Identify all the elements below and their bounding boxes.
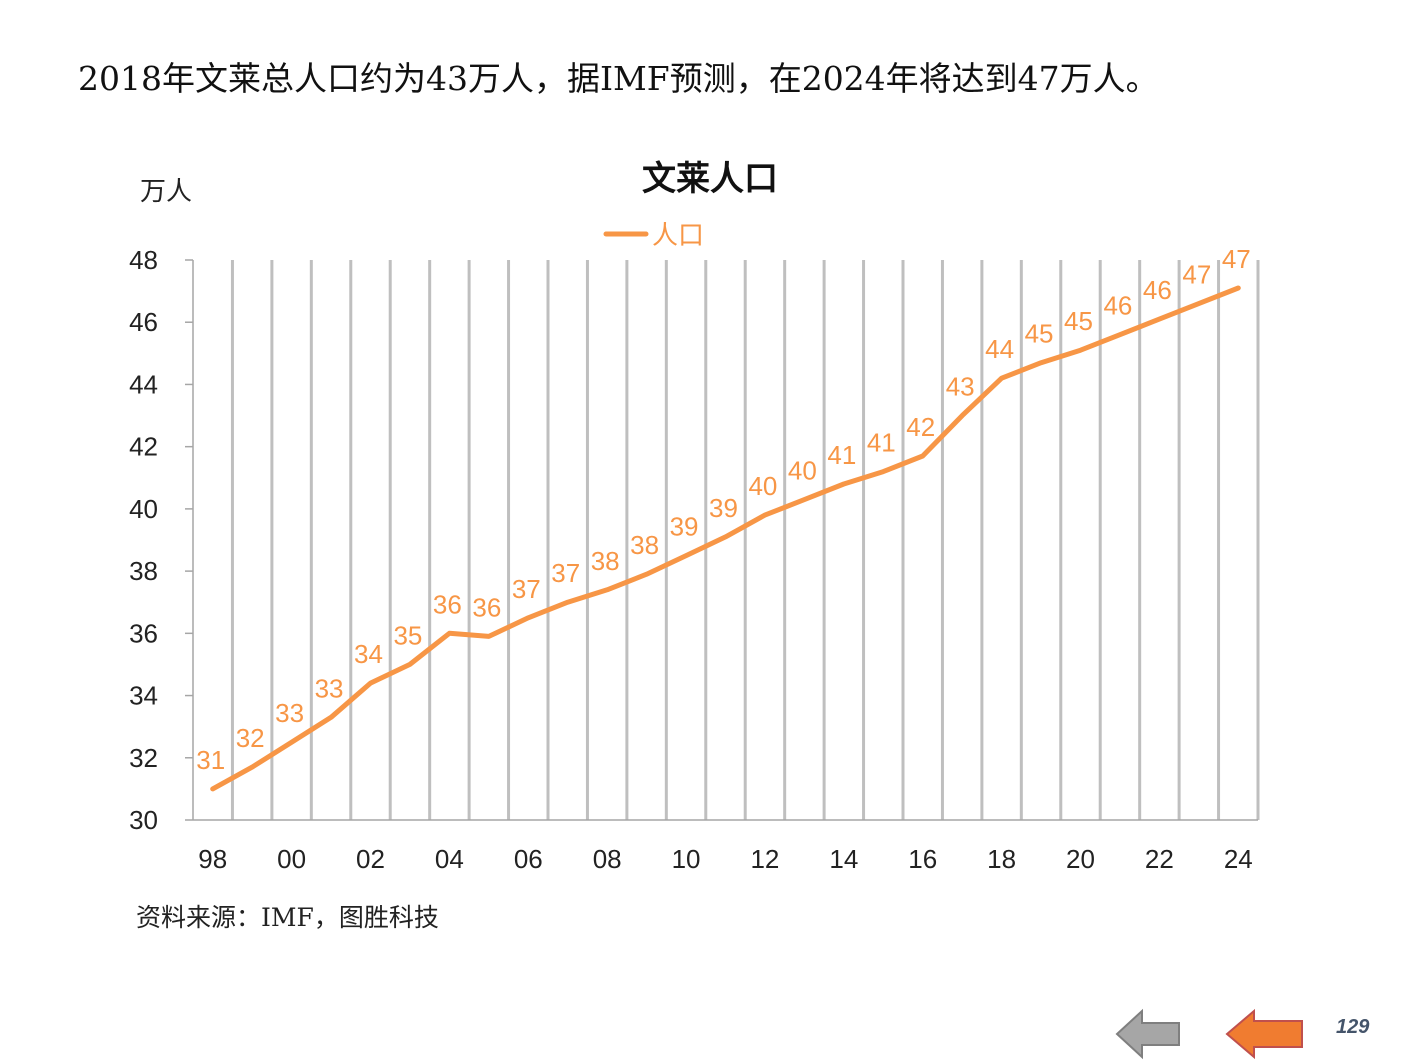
- x-tick-label: 04: [435, 844, 464, 874]
- page-number: 129: [1336, 1016, 1370, 1038]
- data-label: 35: [393, 620, 422, 650]
- data-label: 46: [1103, 291, 1132, 321]
- data-label: 40: [788, 456, 817, 486]
- data-label: 45: [1025, 319, 1054, 349]
- headline: 2018年文莱总人口约为43万人，据IMF预测，在2024年将达到47万人。: [78, 59, 1159, 98]
- chart-title: 文莱人口: [642, 159, 778, 199]
- data-label: 33: [315, 673, 344, 703]
- x-tick-label: 12: [750, 844, 779, 874]
- x-tick-label: 16: [908, 844, 937, 874]
- data-label: 37: [512, 574, 541, 604]
- data-label: 41: [827, 440, 856, 470]
- legend-label: 人口: [652, 221, 704, 251]
- x-tick-label: 06: [514, 844, 543, 874]
- data-label: 44: [985, 334, 1014, 364]
- y-tick-label: 34: [129, 681, 158, 711]
- series: [210, 285, 1241, 792]
- left-arrow-icon: [1115, 1008, 1180, 1060]
- y-tick-label: 32: [129, 743, 158, 773]
- y-tick-label: 38: [129, 556, 158, 586]
- x-tick-label: 18: [987, 844, 1016, 874]
- data-label: 43: [946, 372, 975, 402]
- data-label: 34: [354, 639, 383, 669]
- grid: [230, 260, 1260, 820]
- data-labels: 31 32 33 33 34 35 36 36 37 37 38 38 39 39 40 40 41 41 42 43…: [196, 244, 1250, 775]
- data-label: 39: [709, 493, 738, 523]
- population-chart: 文莱人口 万人 人口 30 32 34 36 38 40 42 44 46 48 98 00 02 04…: [129, 159, 1260, 874]
- data-label: 45: [1064, 306, 1093, 336]
- data-label: 40: [748, 471, 777, 501]
- source-note: 资料来源：IMF，图胜科技: [136, 903, 439, 932]
- data-label: 36: [433, 589, 462, 619]
- x-tick-label: 10: [672, 844, 701, 874]
- y-unit-label: 万人: [140, 177, 192, 207]
- y-tick-labels: 30 32 34 36 38 40 42 44 46 48: [129, 245, 158, 835]
- data-label: 37: [551, 558, 580, 588]
- data-label: 38: [630, 530, 659, 560]
- x-tick-label: 24: [1224, 844, 1253, 874]
- data-label: 33: [275, 698, 304, 728]
- y-tick-label: 36: [129, 618, 158, 648]
- x-tick-label: 98: [198, 844, 227, 874]
- x-tick-label: 20: [1066, 844, 1095, 874]
- data-label: 47: [1222, 244, 1251, 274]
- y-tick-label: 48: [129, 245, 158, 275]
- data-label: 31: [196, 745, 225, 775]
- next-page-button[interactable]: [1224, 1008, 1306, 1060]
- x-tick-label: 22: [1145, 844, 1174, 874]
- y-tick-label: 44: [129, 369, 158, 399]
- left-arrow-icon: [1225, 1008, 1303, 1060]
- y-tick-label: 46: [129, 307, 158, 337]
- y-tick-label: 30: [129, 805, 158, 835]
- data-label: 42: [906, 412, 935, 442]
- series-line-population: [210, 285, 1241, 792]
- x-tick-label: 00: [277, 844, 306, 874]
- data-label: 47: [1182, 260, 1211, 290]
- data-label: 41: [867, 428, 896, 458]
- y-tick-label: 42: [129, 432, 158, 462]
- x-tick-labels: 98 00 02 04 06 08 10 12 14 16 18 20 22 24: [198, 844, 1252, 874]
- y-tick-label: 40: [129, 494, 158, 524]
- x-tick-label: 08: [593, 844, 622, 874]
- data-label: 32: [236, 723, 265, 753]
- data-label: 46: [1143, 275, 1172, 305]
- axes: [185, 259, 1258, 821]
- prev-page-button[interactable]: [1114, 1008, 1184, 1060]
- x-tick-label: 14: [829, 844, 858, 874]
- legend: 人口: [603, 221, 704, 251]
- x-tick-label: 02: [356, 844, 385, 874]
- data-label: 36: [472, 592, 501, 622]
- data-label: 38: [591, 546, 620, 576]
- data-label: 39: [670, 512, 699, 542]
